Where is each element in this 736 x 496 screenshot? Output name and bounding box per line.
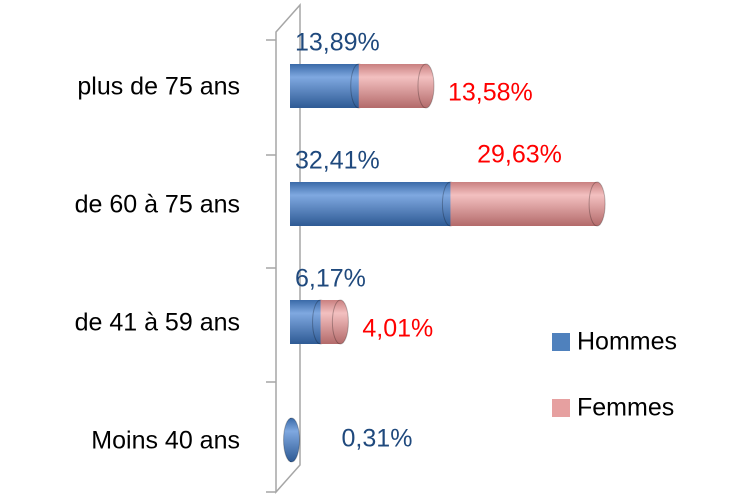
y-tick-label: de 41 à 59 ans: [75, 309, 240, 337]
legend-swatch: [552, 399, 570, 417]
bar: [283, 417, 301, 463]
data-label: 32,41%: [295, 147, 380, 175]
data-label: 29,63%: [477, 141, 562, 169]
data-label: 13,58%: [448, 79, 533, 107]
back-wall: [266, 3, 301, 494]
legend-label: Femmes: [577, 394, 674, 422]
data-label: 4,01%: [362, 315, 433, 343]
data-label: 13,89%: [295, 29, 380, 57]
bar: [450, 181, 606, 227]
data-label: 0,31%: [342, 425, 413, 453]
bar: [320, 299, 349, 345]
bar: [290, 63, 368, 109]
y-tick-label: Moins 40 ans: [91, 427, 240, 455]
data-label: 6,17%: [295, 265, 366, 293]
bar: [358, 63, 435, 109]
legend-label: Hommes: [577, 328, 677, 356]
y-tick-label: de 60 à 75 ans: [75, 191, 240, 219]
legend-swatch: [552, 333, 570, 351]
bar: [290, 181, 459, 227]
y-tick-label: plus de 75 ans: [77, 73, 240, 101]
